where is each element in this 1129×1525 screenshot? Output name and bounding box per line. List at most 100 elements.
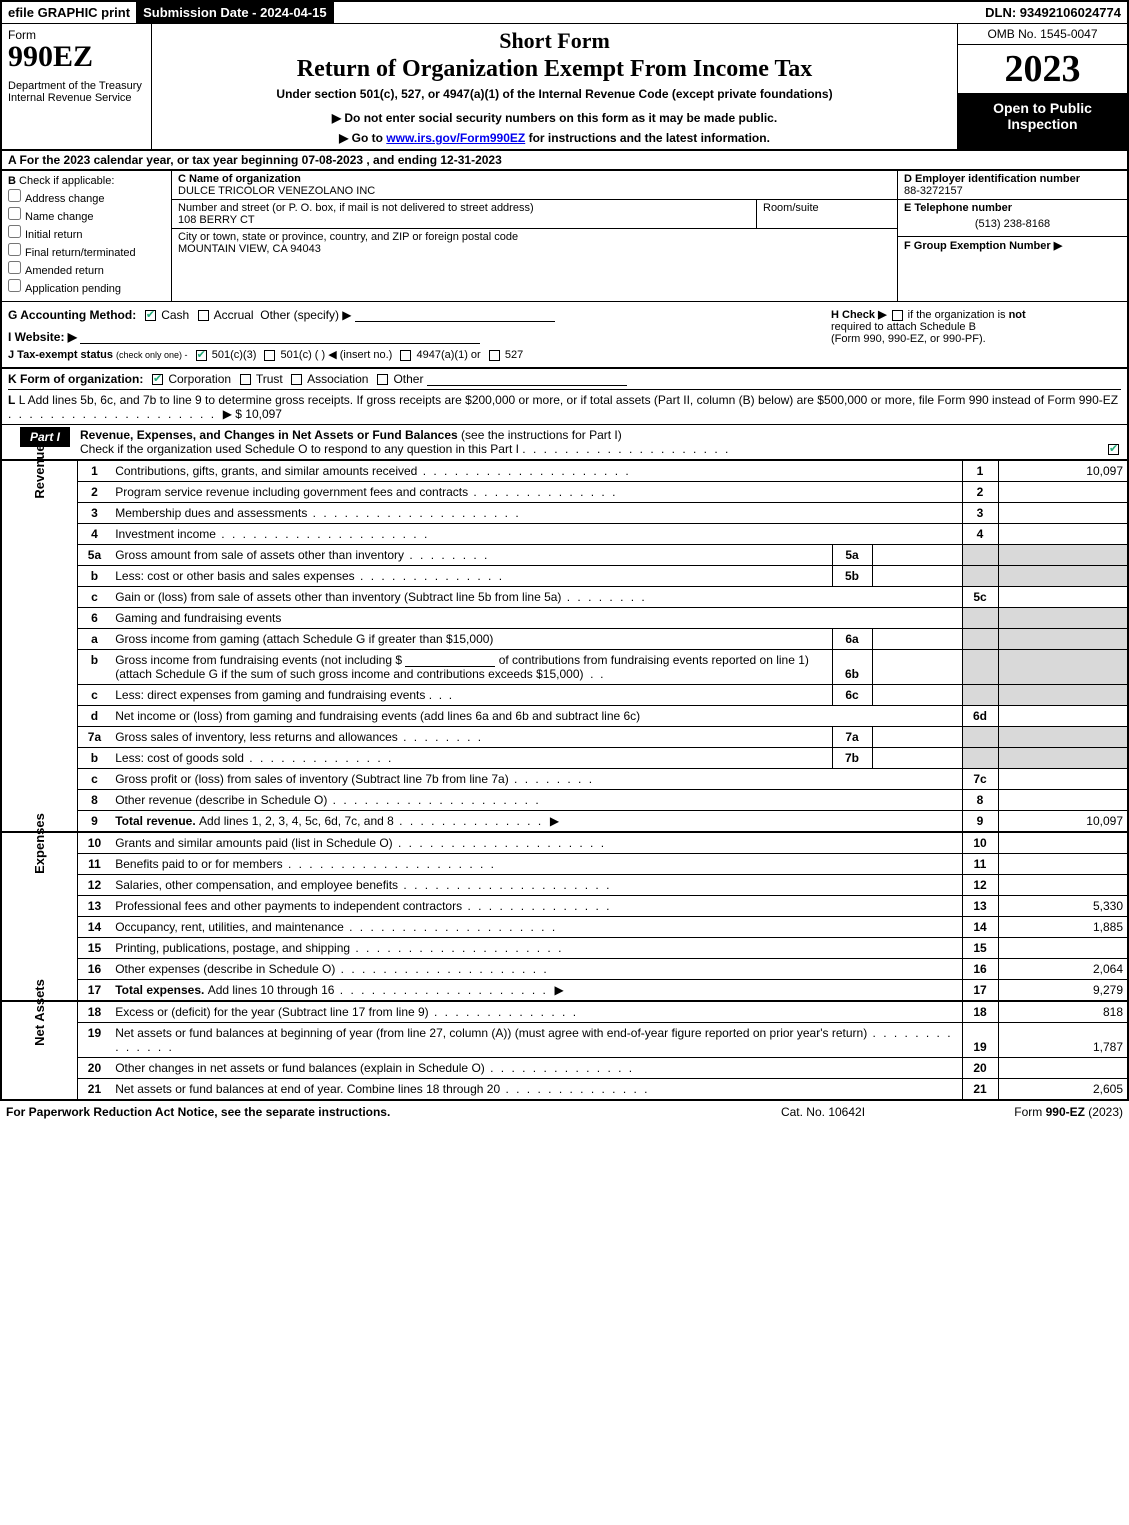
line-20-desc: Other changes in net assets or fund bala… [111, 1058, 962, 1079]
section-g-accounting: G Accounting Method: Cash Accrual Other … [8, 308, 821, 322]
website-slot[interactable] [80, 330, 480, 344]
line-14-row: 14 Occupancy, rent, utilities, and maint… [1, 917, 1128, 938]
line-1-desc: Contributions, gifts, grants, and simila… [111, 461, 962, 482]
line-6b-row: b Gross income from fundraising events (… [1, 650, 1128, 685]
checkbox-h[interactable] [892, 310, 903, 321]
checkbox-trust[interactable] [240, 374, 251, 385]
line-21-box: 21 [962, 1079, 998, 1100]
line-13-desc: Professional fees and other payments to … [111, 896, 962, 917]
line-6b-desc: Gross income from fundraising events (no… [111, 650, 832, 685]
checkbox-4947[interactable] [400, 350, 411, 361]
line-20-amount [998, 1058, 1128, 1079]
line-6b-subval [872, 650, 962, 685]
ein-value: 88-3272157 [904, 185, 963, 197]
topbar-spacer [334, 2, 980, 23]
g-other-slot[interactable] [355, 308, 555, 322]
b-opt-final-return[interactable]: Final return/terminated [8, 243, 165, 259]
line-6b-num: b [77, 650, 111, 685]
line-6b-fill[interactable] [405, 653, 495, 667]
checkbox-cash[interactable] [145, 310, 156, 321]
checkbox-application-pending[interactable] [8, 279, 21, 292]
line-11-desc: Benefits paid to or for members [111, 854, 962, 875]
line-6c-row: c Less: direct expenses from gaming and … [1, 685, 1128, 706]
line-6b-desc-pre: Gross income from fundraising events (no… [115, 653, 402, 667]
line-7c-amount [998, 769, 1128, 790]
checkbox-address-change[interactable] [8, 189, 21, 202]
line-10-num: 10 [77, 832, 111, 854]
line-13-amount: 5,330 [998, 896, 1128, 917]
line-18-num: 18 [77, 1001, 111, 1023]
line-6-num: 6 [77, 608, 111, 629]
line-2-desc: Program service revenue including govern… [111, 482, 962, 503]
line-9-num: 9 [77, 811, 111, 833]
line-6b-sublabel: 6b [832, 650, 872, 685]
line-4-desc: Investment income [111, 524, 962, 545]
j-sub: (check only one) - [116, 350, 188, 360]
line-7c-num: c [77, 769, 111, 790]
efile-label[interactable]: efile GRAPHIC print [2, 2, 137, 23]
line-5a-grey-box [962, 545, 998, 566]
b-opt-initial-return[interactable]: Initial return [8, 225, 165, 241]
city-label: City or town, state or province, country… [178, 231, 518, 243]
line-4-num: 4 [77, 524, 111, 545]
line-6a-subval [872, 629, 962, 650]
b-opt-address-change[interactable]: Address change [8, 189, 165, 205]
line-7b-grey-amt [998, 748, 1128, 769]
b-opt-name-change[interactable]: Name change [8, 207, 165, 223]
line-7a-grey-amt [998, 727, 1128, 748]
line-2-num: 2 [77, 482, 111, 503]
checkbox-501c3[interactable] [196, 350, 207, 361]
line-5c-box: 5c [962, 587, 998, 608]
line-18-box: 18 [962, 1001, 998, 1023]
footer-catalog: Cat. No. 10642I [723, 1105, 923, 1119]
b-opt-amended-return[interactable]: Amended return [8, 261, 165, 277]
line-16-row: 16 Other expenses (describe in Schedule … [1, 959, 1128, 980]
checkbox-amended-return[interactable] [8, 261, 21, 274]
open-to-public: Open to Public Inspection [958, 94, 1127, 149]
line-7c-row: c Gross profit or (loss) from sales of i… [1, 769, 1128, 790]
checkbox-assoc[interactable] [291, 374, 302, 385]
line-17-amount: 9,279 [998, 980, 1128, 1002]
checkbox-501c[interactable] [264, 350, 275, 361]
line-17-box: 17 [962, 980, 998, 1002]
c-name-label: C Name of organization [178, 173, 301, 185]
goto-post: for instructions and the latest informat… [525, 131, 770, 145]
checkbox-527[interactable] [489, 350, 500, 361]
part-1-title: Revenue, Expenses, and Changes in Net As… [80, 428, 458, 442]
line-14-amount: 1,885 [998, 917, 1128, 938]
line-6-grey-box [962, 608, 998, 629]
street-cell: Number and street (or P. O. box, if mail… [172, 200, 757, 228]
city-value: MOUNTAIN VIEW, CA 94043 [178, 243, 321, 255]
k-other-slot[interactable] [427, 372, 627, 386]
j-527: 527 [505, 349, 523, 361]
line-7c-box: 7c [962, 769, 998, 790]
section-l-gross-receipts: L L Add lines 5b, 6c, and 7b to line 9 t… [8, 393, 1121, 421]
line-2-row: 2 Program service revenue including gove… [1, 482, 1128, 503]
checkbox-final-return[interactable] [8, 243, 21, 256]
line-8-amount [998, 790, 1128, 811]
line-5a-desc: Gross amount from sale of assets other t… [111, 545, 832, 566]
line-6c-desc: Less: direct expenses from gaming and fu… [111, 685, 832, 706]
checkbox-other-org[interactable] [377, 374, 388, 385]
line-7b-grey-box [962, 748, 998, 769]
line-7a-sublabel: 7a [832, 727, 872, 748]
irs-link[interactable]: www.irs.gov/Form990EZ [386, 131, 525, 145]
k-label: K Form of organization: [8, 372, 143, 386]
page-footer: For Paperwork Reduction Act Notice, see … [0, 1099, 1129, 1123]
j-501c: 501(c) ( ) ◀ (insert no.) [281, 349, 393, 361]
line-19-row: 19 Net assets or fund balances at beginn… [1, 1023, 1128, 1058]
checkbox-corp[interactable] [152, 374, 163, 385]
line-6d-box: 6d [962, 706, 998, 727]
line-15-amount [998, 938, 1128, 959]
section-ghij: G Accounting Method: Cash Accrual Other … [0, 301, 1129, 369]
checkbox-accrual[interactable] [198, 310, 209, 321]
checkbox-initial-return[interactable] [8, 225, 21, 238]
checkbox-part1-schedule-o[interactable] [1108, 444, 1119, 455]
line-6d-desc: Net income or (loss) from gaming and fun… [111, 706, 962, 727]
ghij-left: G Accounting Method: Cash Accrual Other … [8, 308, 821, 361]
b-opt-2-label: Initial return [25, 229, 82, 241]
checkbox-name-change[interactable] [8, 207, 21, 220]
b-opt-application-pending[interactable]: Application pending [8, 279, 165, 295]
line-3-row: 3 Membership dues and assessments 3 [1, 503, 1128, 524]
line-16-box: 16 [962, 959, 998, 980]
